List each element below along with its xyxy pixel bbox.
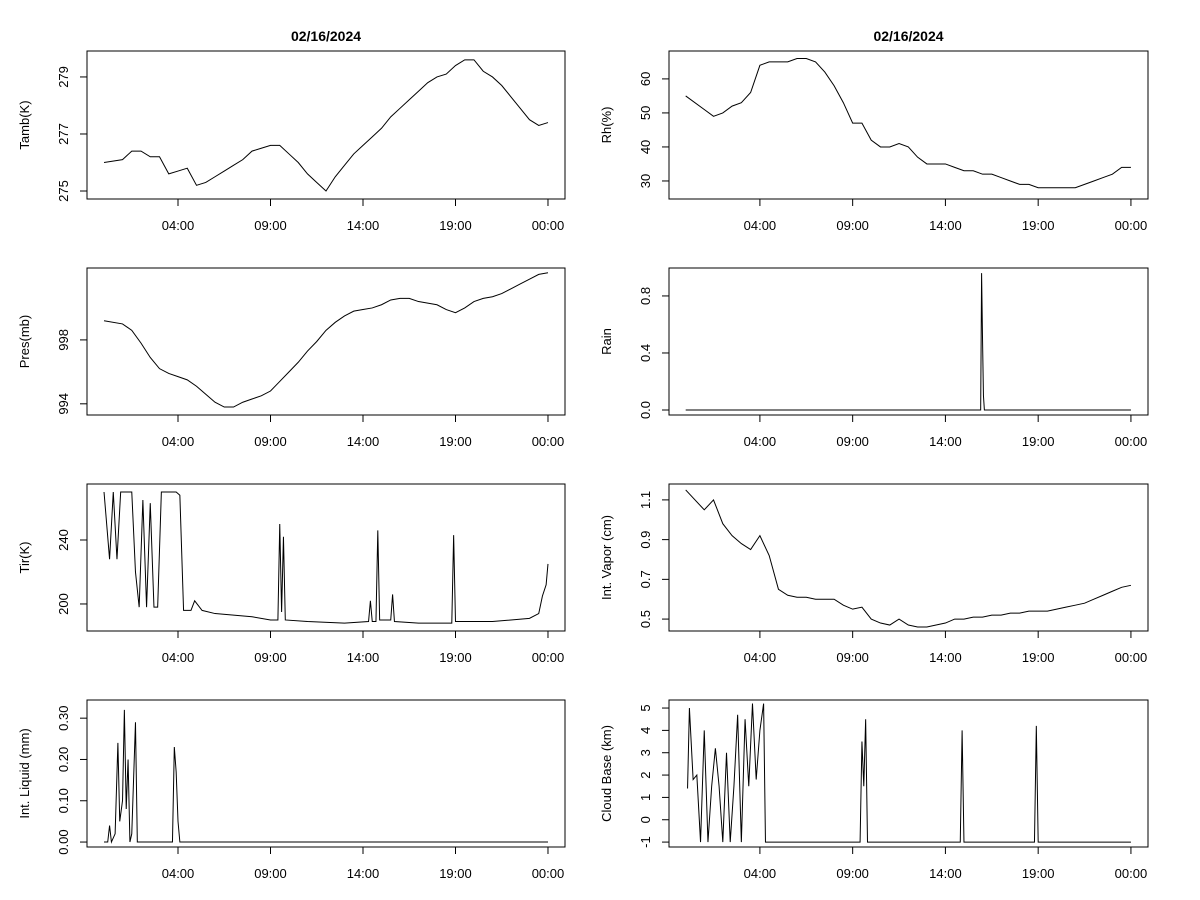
y-tick-label: 0.10 — [56, 788, 71, 813]
y-axis-label: Tir(K) — [17, 541, 32, 573]
y-tick-label: 0.9 — [638, 531, 653, 549]
y-tick-label: 40 — [638, 140, 653, 154]
x-tick-label: 00:00 — [1115, 218, 1148, 233]
x-tick-label: 19:00 — [439, 434, 472, 449]
y-tick-label: 0.4 — [638, 344, 653, 362]
y-axis-label: Pres(mb) — [17, 315, 32, 368]
data-line — [685, 57, 1131, 189]
x-tick-label: 00:00 — [532, 218, 565, 233]
x-tick-label: 19:00 — [1022, 218, 1055, 233]
x-tick-label: 04:00 — [744, 650, 777, 665]
x-tick-label: 19:00 — [439, 650, 472, 665]
x-tick-label: 09:00 — [836, 650, 869, 665]
x-tick-label: 14:00 — [929, 218, 962, 233]
y-tick-label: 2 — [638, 771, 653, 778]
y-tick-label: 275 — [56, 180, 71, 202]
y-axis-label: Rh(%) — [599, 107, 614, 144]
x-tick-label: 14:00 — [347, 434, 380, 449]
y-tick-label: 0.5 — [638, 610, 653, 628]
y-tick-label: 200 — [56, 593, 71, 615]
chart-title: 02/16/2024 — [291, 28, 361, 44]
data-line — [103, 272, 549, 408]
x-tick-label: 09:00 — [836, 434, 869, 449]
x-tick-label: 14:00 — [929, 866, 962, 881]
y-tick-label: 279 — [56, 66, 71, 88]
x-tick-label: 19:00 — [1022, 650, 1055, 665]
y-axis-label: Int. Vapor (cm) — [599, 515, 614, 600]
y-tick-label: 0.0 — [638, 401, 653, 419]
y-axis-label: Tamb(K) — [17, 100, 32, 149]
y-tick-label: 50 — [638, 106, 653, 120]
x-tick-label: 04:00 — [744, 434, 777, 449]
x-tick-label: 14:00 — [929, 434, 962, 449]
y-tick-label: 0.00 — [56, 829, 71, 854]
data-line — [685, 273, 1131, 411]
x-tick-label: 14:00 — [347, 218, 380, 233]
x-tick-label: 14:00 — [347, 650, 380, 665]
y-tick-label: 277 — [56, 123, 71, 145]
x-tick-label: 00:00 — [1115, 434, 1148, 449]
x-tick-label: 09:00 — [836, 218, 869, 233]
y-tick-label: 0.7 — [638, 570, 653, 588]
x-tick-label: 09:00 — [254, 434, 287, 449]
y-tick-label: 0 — [638, 816, 653, 823]
x-tick-label: 00:00 — [532, 866, 565, 881]
y-tick-label: 1.1 — [638, 491, 653, 509]
y-axis-label: Rain — [599, 328, 614, 355]
x-tick-label: 04:00 — [744, 866, 777, 881]
x-tick-label: 19:00 — [439, 218, 472, 233]
x-tick-label: 19:00 — [1022, 866, 1055, 881]
y-tick-label: 5 — [638, 704, 653, 711]
y-axis-label: Cloud Base (km) — [599, 725, 614, 822]
x-tick-label: 09:00 — [254, 218, 287, 233]
plot-frame — [668, 483, 1149, 632]
x-tick-label: 19:00 — [439, 866, 472, 881]
y-tick-label: 240 — [56, 529, 71, 551]
x-tick-label: 14:00 — [929, 650, 962, 665]
y-tick-label: 0.30 — [56, 706, 71, 731]
y-tick-label: 0.20 — [56, 747, 71, 772]
plot-frame — [86, 50, 566, 200]
data-line — [103, 59, 549, 192]
data-line — [104, 709, 548, 844]
y-tick-label: -1 — [638, 836, 653, 848]
x-tick-label: 04:00 — [744, 218, 777, 233]
plot-frame — [668, 699, 1149, 848]
y-tick-label: 3 — [638, 749, 653, 756]
y-tick-label: 4 — [638, 727, 653, 734]
plot-frame — [86, 483, 566, 632]
data-line — [685, 489, 1132, 628]
y-tick-label: 994 — [56, 393, 71, 415]
y-tick-label: 1 — [638, 794, 653, 801]
x-tick-label: 19:00 — [1022, 434, 1055, 449]
x-tick-label: 00:00 — [1115, 866, 1148, 881]
x-tick-label: 04:00 — [162, 434, 195, 449]
x-tick-label: 00:00 — [1115, 650, 1148, 665]
chart-title: 02/16/2024 — [873, 28, 943, 44]
plot-frame — [668, 50, 1149, 200]
data-line — [687, 703, 1131, 843]
y-axis-label: Int. Liquid (mm) — [17, 728, 32, 818]
x-tick-label: 04:00 — [162, 866, 195, 881]
plot-frame — [668, 267, 1149, 416]
x-tick-label: 00:00 — [532, 650, 565, 665]
plot-frame — [86, 699, 566, 848]
x-tick-label: 04:00 — [162, 650, 195, 665]
plot-frame — [86, 267, 566, 416]
data-line — [103, 491, 549, 624]
y-tick-label: 30 — [638, 174, 653, 188]
y-tick-label: 60 — [638, 72, 653, 86]
x-tick-label: 09:00 — [836, 866, 869, 881]
x-tick-label: 14:00 — [347, 866, 380, 881]
x-tick-label: 09:00 — [254, 650, 287, 665]
y-tick-label: 0.8 — [638, 287, 653, 305]
x-tick-label: 09:00 — [254, 866, 287, 881]
x-tick-label: 00:00 — [532, 434, 565, 449]
x-tick-label: 04:00 — [162, 218, 195, 233]
y-tick-label: 998 — [56, 329, 71, 351]
